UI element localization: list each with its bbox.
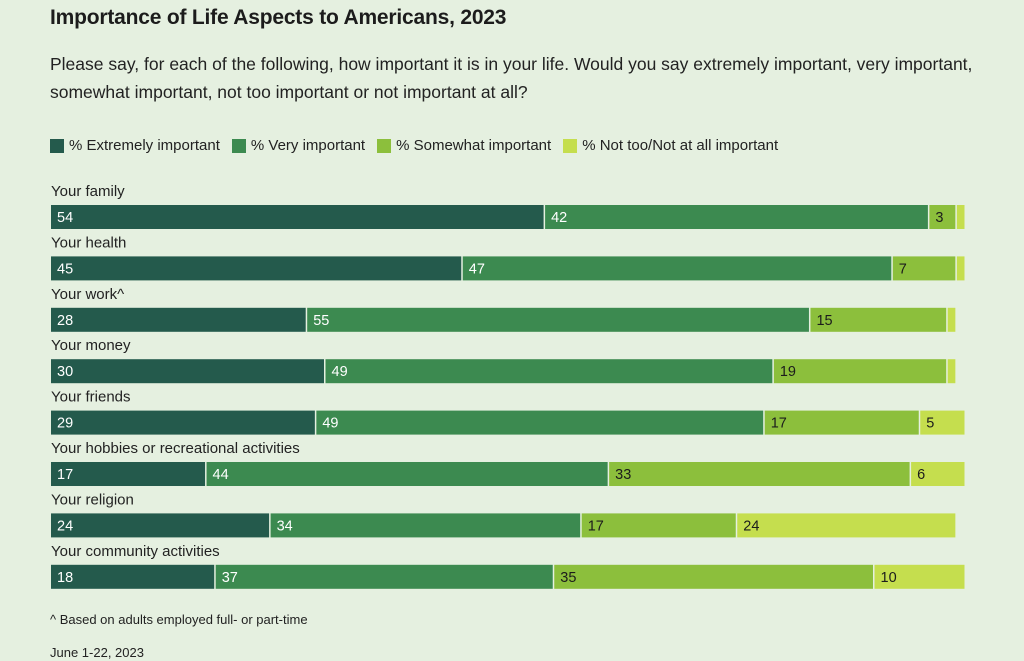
- legend-item-somewhat: % Somewhat important: [377, 137, 551, 154]
- chart-subtitle: Please say, for each of the following, h…: [50, 54, 973, 102]
- bar-your-friends-somewhat: [764, 410, 919, 435]
- survey-date: June 1-22, 2023: [50, 645, 144, 660]
- bar-your-family-not-too: [956, 205, 965, 229]
- category-label-your-religion: Your religion: [51, 491, 134, 508]
- category-label-your-family: Your family: [51, 183, 125, 200]
- value-label-your-money-somewhat: 19: [780, 364, 796, 380]
- value-label-your-friends-not-too: 5: [926, 416, 934, 432]
- value-label-your-friends-extremely: 29: [57, 416, 73, 432]
- bar-your-health-extremely: [51, 256, 462, 281]
- bar-your-friends-extremely: [51, 410, 315, 435]
- footnote: ^ Based on adults employed full- or part…: [50, 612, 308, 627]
- value-label-your-friends-somewhat: 17: [771, 416, 787, 432]
- bar-your-work-extremely: [51, 307, 306, 332]
- legend-swatch-extremely: [50, 138, 64, 153]
- bar-your-health-somewhat: [892, 256, 956, 281]
- bar-your-money-somewhat: [773, 359, 947, 384]
- value-label-your-health-extremely: 45: [57, 261, 73, 277]
- bar-your-community-activities-very: [215, 564, 553, 589]
- category-label-your-hobbies-or-recreational-activities: Your hobbies or recreational activities: [51, 440, 300, 457]
- chart-title: Importance of Life Aspects to Americans,…: [50, 6, 507, 29]
- bar-your-religion-somewhat: [581, 513, 736, 538]
- value-label-your-work-somewhat: 15: [816, 313, 832, 329]
- bar-your-health-not-too: [956, 256, 965, 281]
- bar-your-hobbies-or-recreational-activities-not-too: [911, 462, 965, 486]
- value-label-your-work-very: 55: [313, 313, 329, 329]
- legend-item-extremely: % Extremely important: [50, 137, 220, 154]
- legend-swatch-not-too: [563, 138, 578, 153]
- bar-your-community-activities-somewhat: [554, 564, 873, 589]
- bar-your-money-not-too: [947, 359, 956, 384]
- value-label-your-religion-not-too: 24: [743, 518, 759, 534]
- value-label-your-community-activities-extremely: 18: [57, 570, 73, 586]
- value-label-your-health-somewhat: 7: [899, 261, 907, 277]
- value-label-your-hobbies-or-recreational-activities-very: 44: [213, 467, 229, 483]
- bar-your-work-not-too: [947, 307, 956, 332]
- bar-your-religion-not-too: [737, 513, 956, 538]
- legend-item-not-too: % Not too/Not at all important: [563, 137, 778, 154]
- category-label-your-work: Your work^: [51, 286, 124, 303]
- value-label-your-religion-somewhat: 17: [588, 518, 604, 534]
- category-label-your-money: Your money: [51, 337, 131, 354]
- category-label-your-friends: Your friends: [51, 389, 131, 406]
- value-label-your-religion-extremely: 24: [57, 518, 73, 534]
- value-label-your-money-extremely: 30: [57, 364, 73, 380]
- legend-swatch-very: [231, 138, 246, 153]
- bar-your-health-very: [462, 256, 892, 281]
- value-label-your-money-very: 49: [332, 364, 348, 380]
- bar-your-community-activities-extremely: [51, 564, 215, 589]
- bar-your-community-activities-not-too: [874, 564, 965, 589]
- value-label-your-community-activities-somewhat: 35: [560, 570, 576, 586]
- bar-your-family-somewhat: [929, 205, 956, 229]
- bar-your-friends-very: [316, 410, 764, 435]
- bar-your-work-somewhat: [810, 307, 947, 332]
- category-label-your-health: Your health: [51, 234, 126, 251]
- value-label-your-community-activities-not-too: 10: [881, 570, 897, 586]
- legend-swatch-somewhat: [377, 138, 392, 153]
- value-label-your-family-very: 42: [551, 210, 567, 226]
- value-label-your-friends-very: 49: [322, 416, 338, 432]
- bar-your-hobbies-or-recreational-activities-very: [206, 462, 608, 486]
- bar-your-family-very: [545, 205, 928, 229]
- value-label-your-family-extremely: 54: [57, 210, 73, 226]
- legend-label-not-too: % Not too/Not at all important: [582, 137, 779, 154]
- category-label-your-community-activities: Your community activities: [51, 543, 220, 560]
- legend-item-very: % Very important: [231, 137, 366, 154]
- bar-your-family-extremely: [51, 205, 544, 229]
- bar-your-religion-extremely: [51, 513, 270, 538]
- bar-your-work-very: [307, 307, 809, 332]
- value-label-your-health-very: 47: [469, 261, 485, 277]
- legend-label-very: % Very important: [250, 137, 366, 154]
- bar-your-money-very: [325, 359, 773, 384]
- value-label-your-hobbies-or-recreational-activities-somewhat: 33: [615, 467, 631, 483]
- legend-label-somewhat: % Somewhat important: [396, 137, 552, 154]
- value-label-your-hobbies-or-recreational-activities-not-too: 6: [917, 467, 925, 483]
- bar-your-hobbies-or-recreational-activities-somewhat: [609, 462, 910, 486]
- bar-your-friends-not-too: [920, 410, 965, 435]
- bar-your-religion-very: [270, 513, 581, 538]
- legend-label-extremely: % Extremely important: [69, 137, 220, 154]
- bar-your-money-extremely: [51, 359, 324, 384]
- value-label-your-family-somewhat: 3: [935, 210, 943, 226]
- value-label-your-religion-very: 34: [277, 518, 293, 534]
- value-label-your-work-extremely: 28: [57, 313, 73, 329]
- bar-your-hobbies-or-recreational-activities-extremely: [51, 462, 206, 486]
- value-label-your-hobbies-or-recreational-activities-extremely: 17: [57, 467, 73, 483]
- value-label-your-community-activities-very: 37: [222, 570, 238, 586]
- legend: % Extremely important % Very important %…: [50, 137, 790, 154]
